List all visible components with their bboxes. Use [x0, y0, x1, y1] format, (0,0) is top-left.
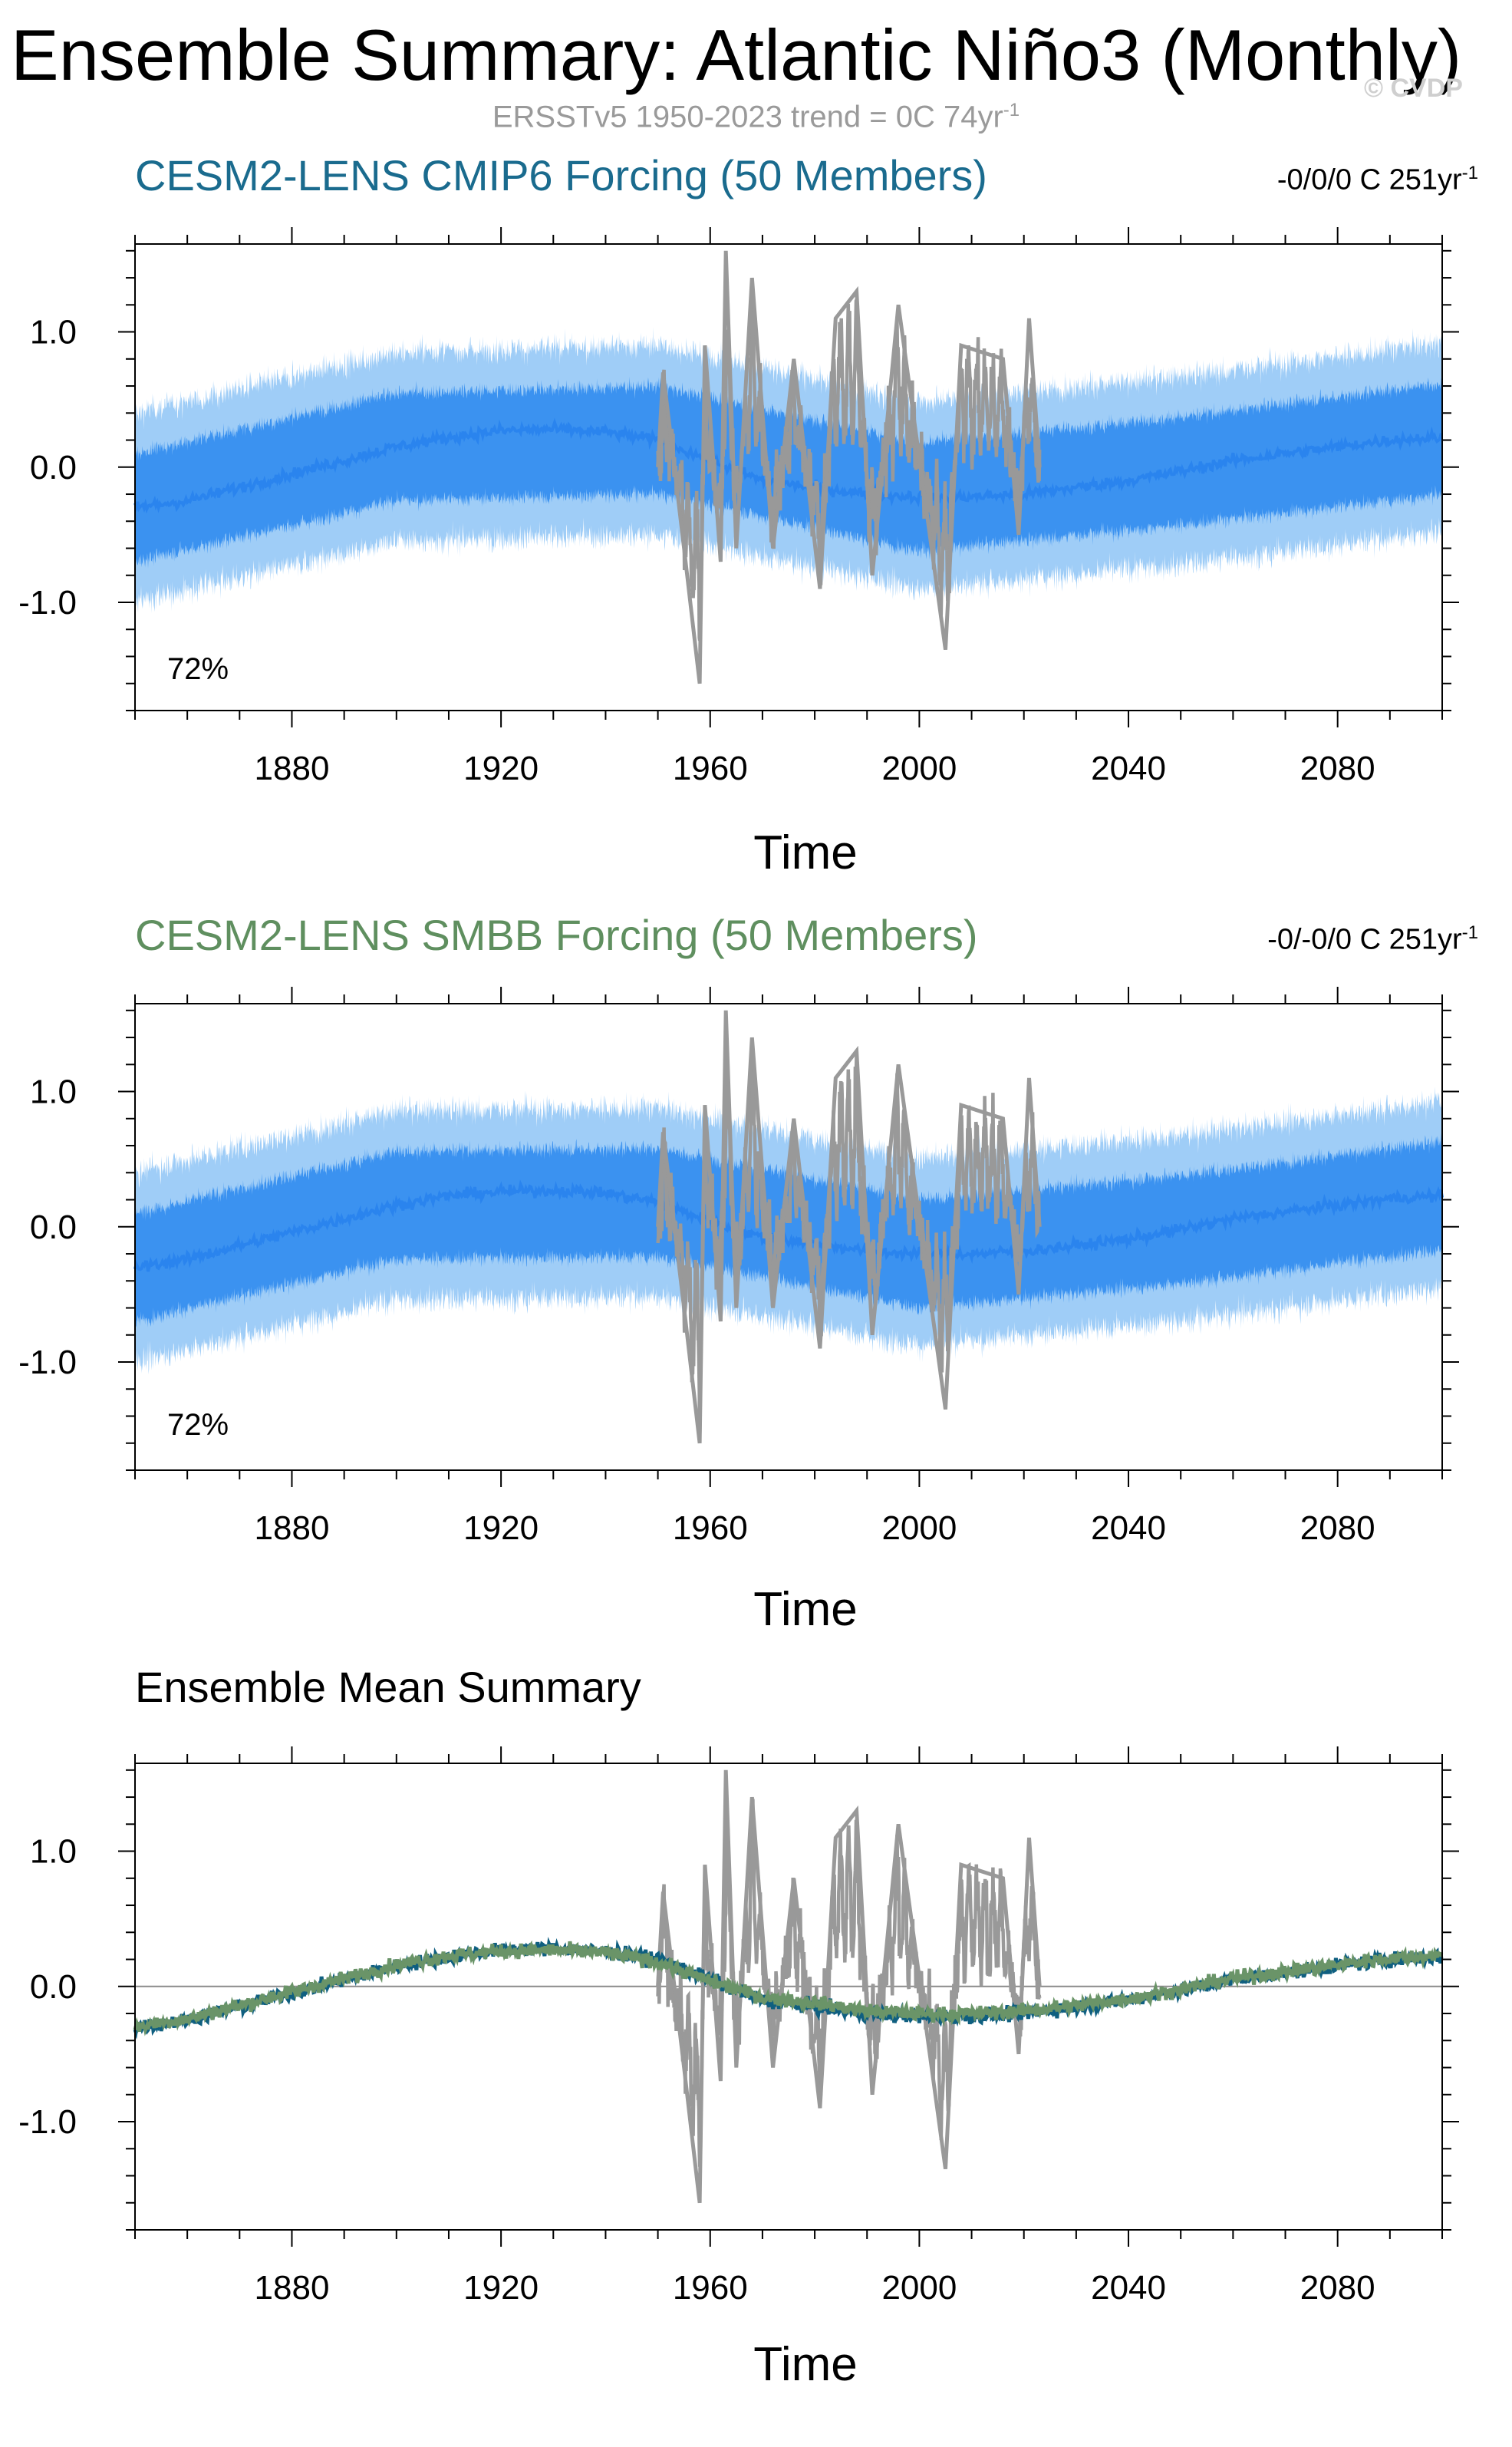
chart-panel-1: 1880 1920 1960 2000 2040 2080 -1.0 0.0 1.0	[18, 227, 1459, 787]
panel1-title: CESM2-LENS CMIP6 Forcing (50 Members)	[135, 151, 987, 200]
smbb-mean-line	[133, 1940, 1444, 2036]
chart-panel-3: 1880 1920 1960 2000 2040 2080 -1.0 0.0 1.0	[18, 1746, 1459, 2307]
x-tick-label: 2040	[1091, 2269, 1166, 2307]
x-tick-label: 1960	[673, 2269, 748, 2307]
y-tick-label: 0.0	[30, 1209, 77, 1246]
panel2-percent: 72%	[167, 1408, 229, 1442]
x-tick-label: 2040	[1091, 750, 1166, 787]
panel2-trend-sup: -1	[1461, 922, 1478, 943]
x-tick-label: 2080	[1300, 1509, 1375, 1547]
panel2-title: CESM2-LENS SMBB Forcing (50 Members)	[135, 911, 978, 959]
plot-frame	[134, 243, 1443, 711]
watermark: © CVDP	[1364, 74, 1463, 103]
x-tick-label: 2000	[881, 2269, 957, 2307]
panel2-trend: -0/-0/0 C 251yr-1	[1267, 922, 1478, 957]
y-tick-label: 1.0	[30, 314, 77, 351]
panel2-trend-text: -0/-0/0 C 251yr	[1267, 923, 1462, 956]
y-tick-label: -1.0	[18, 2103, 77, 2141]
plot-frame	[134, 1763, 1443, 2231]
panel3-xlabel: Time	[753, 2338, 858, 2391]
x-tick-label: 1880	[255, 2269, 330, 2307]
x-tick-label: 2080	[1300, 750, 1375, 787]
y-tick-label: 0.0	[30, 1968, 77, 2006]
ensemble-10-90-band	[135, 1133, 1442, 1327]
panel1-percent: 72%	[167, 652, 229, 686]
ensemble-mean-line	[133, 417, 1443, 514]
x-tick-label: 1920	[463, 750, 539, 787]
plot-frame	[134, 1003, 1443, 1471]
page-subtitle: ERSSTv5 1950-2023 trend = 0C 74yr-1	[0, 100, 1512, 134]
page-title: Ensemble Summary: Atlantic Niño3 (Monthl…	[11, 15, 1462, 95]
obs-peaks-line	[656, 1010, 1042, 1444]
subtitle-sup: -1	[1003, 100, 1020, 120]
y-tick-label: 1.0	[30, 1833, 77, 1871]
x-tick-label: 2000	[881, 1509, 957, 1547]
x-tick-label: 2000	[881, 750, 957, 787]
x-tick-label: 1880	[255, 1509, 330, 1547]
y-tick-label: -1.0	[18, 584, 77, 622]
x-tick-label: 2040	[1091, 1509, 1166, 1547]
y-tick-label: -1.0	[18, 1344, 77, 1381]
ensemble-mean-line	[133, 1179, 1444, 1272]
obs-peaks-line	[656, 1769, 1042, 2204]
obs-peaks-line	[656, 250, 1042, 684]
y-tick-label: 0.0	[30, 449, 77, 486]
x-tick-label: 1920	[463, 1509, 539, 1547]
subtitle-text: ERSSTv5 1950-2023 trend = 0C 74yr	[492, 100, 1003, 134]
panel1-trend-text: -0/0/0 C 251yr	[1276, 163, 1462, 196]
y-tick-label: 1.0	[30, 1073, 77, 1111]
x-tick-label: 1960	[673, 1509, 748, 1547]
panel2-xlabel: Time	[753, 1583, 858, 1636]
x-tick-label: 1960	[673, 750, 748, 787]
panel3-title: Ensemble Mean Summary	[135, 1663, 641, 1711]
chart-panel-2: 1880 1920 1960 2000 2040 2080 -1.0 0.0 1.0	[18, 987, 1459, 1547]
panel1-trend: -0/0/0 C 251yr-1	[1277, 163, 1478, 197]
panel1-xlabel: Time	[753, 826, 858, 879]
x-tick-label: 2080	[1300, 2269, 1375, 2307]
x-tick-label: 1920	[463, 2269, 539, 2307]
panel1-trend-sup: -1	[1461, 163, 1478, 183]
x-tick-label: 1880	[255, 750, 330, 787]
